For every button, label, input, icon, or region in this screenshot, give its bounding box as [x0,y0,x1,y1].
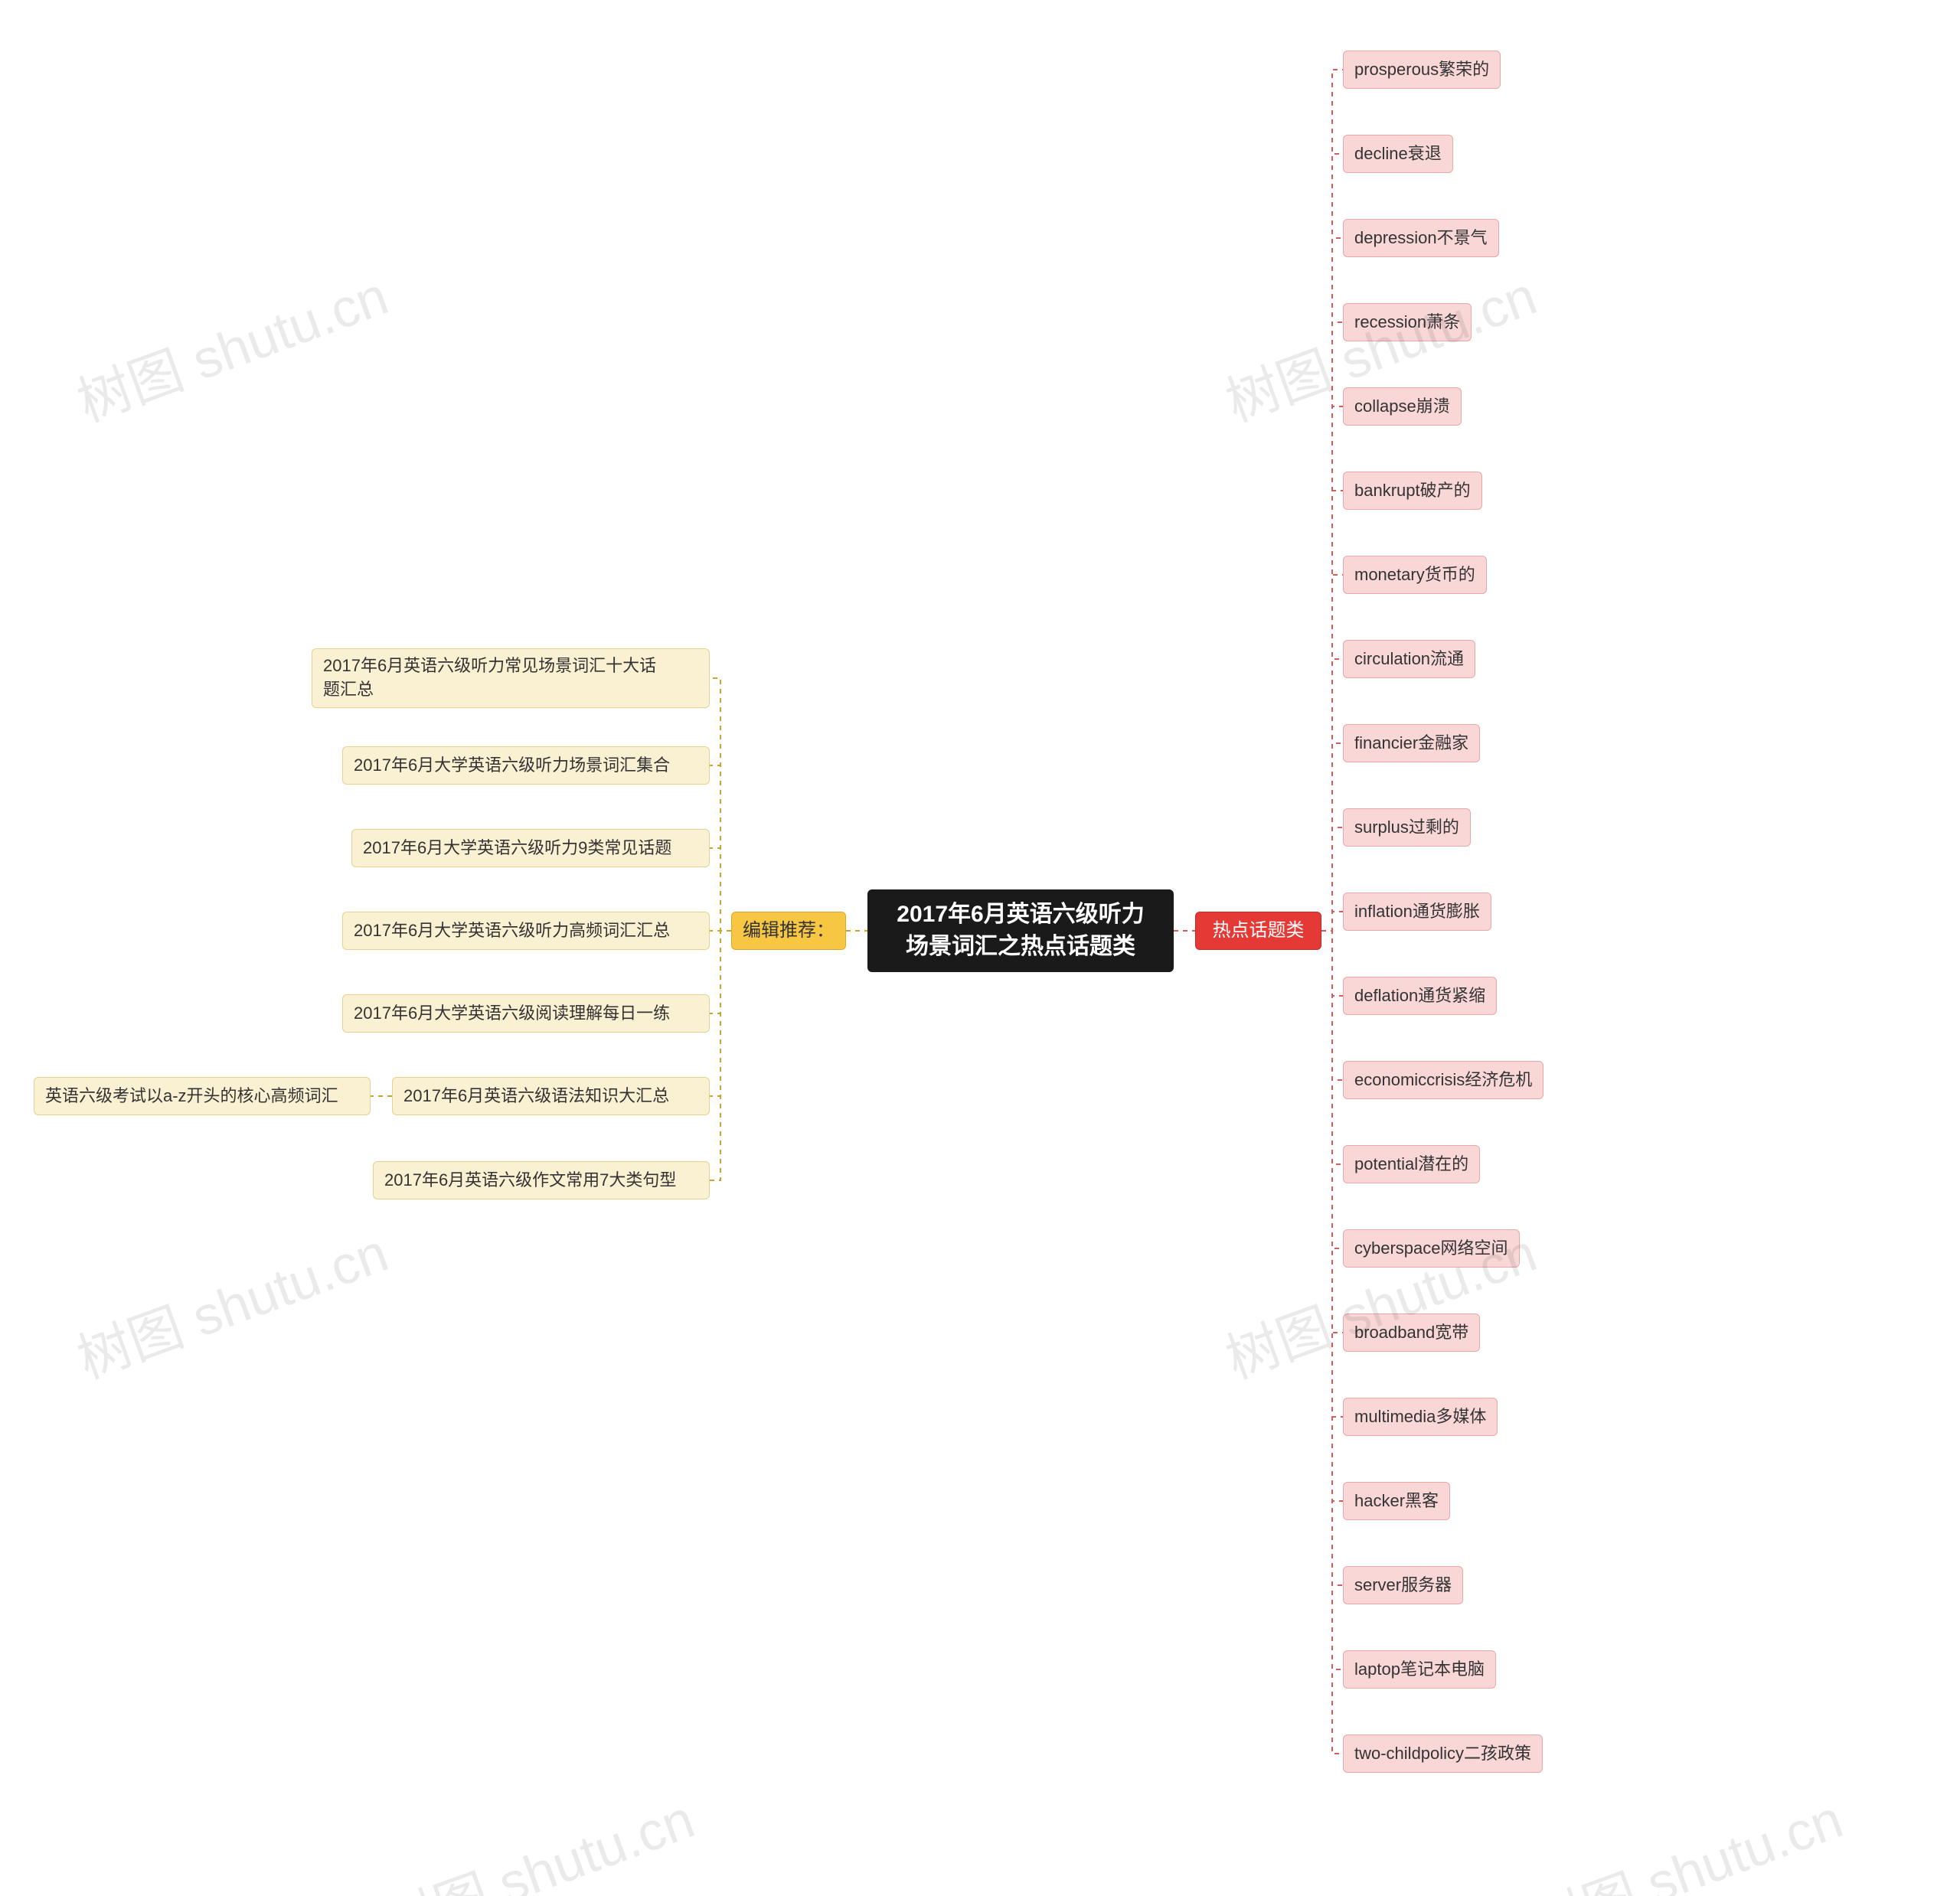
left-child-label: 2017年6月英语六级语法知识大汇总 [403,1085,669,1108]
watermark: 树图 shutu.cn [1520,1777,1851,1896]
left-parent-label: 编辑推荐： [743,918,835,944]
right-parent-node[interactable]: 热点话题类 [1195,912,1321,950]
right-child-node[interactable]: deflation通货紧缩 [1343,977,1497,1015]
left-parent-node[interactable]: 编辑推荐： [731,912,846,950]
right-child-node[interactable]: decline衰退 [1343,135,1453,173]
right-child-label: hacker黑客 [1354,1490,1439,1513]
right-child-node[interactable]: cyberspace网络空间 [1343,1229,1520,1268]
right-child-label: monetary货币的 [1354,563,1475,587]
right-child-label: recession萧条 [1354,311,1460,334]
right-child-label: surplus过剩的 [1354,816,1459,840]
right-child-node[interactable]: collapse崩溃 [1343,387,1462,426]
right-child-label: cyberspace网络空间 [1354,1237,1508,1261]
right-child-label: decline衰退 [1354,142,1442,166]
right-child-node[interactable]: two-childpolicy二孩政策 [1343,1734,1543,1773]
right-child-node[interactable]: inflation通货膨胀 [1343,893,1491,931]
right-child-node[interactable]: hacker黑客 [1343,1482,1450,1520]
right-child-node[interactable]: bankrupt破产的 [1343,472,1482,510]
right-child-node[interactable]: broadband宽带 [1343,1313,1480,1352]
right-child-node[interactable]: economiccrisis经济危机 [1343,1061,1544,1099]
right-child-label: collapse崩溃 [1354,395,1450,419]
right-child-label: prosperous繁荣的 [1354,58,1489,82]
right-child-label: deflation通货紧缩 [1354,984,1485,1008]
right-child-label: depression不景气 [1354,227,1488,250]
left-child-label: 2017年6月大学英语六级听力场景词汇集合 [354,754,670,778]
left-child-node[interactable]: 2017年6月大学英语六级听力9类常见话题 [351,829,710,867]
right-child-label: bankrupt破产的 [1354,479,1471,503]
root-label: 2017年6月英语六级听力场景词汇之热点话题类 [897,899,1144,963]
left-child-label: 2017年6月大学英语六级听力9类常见话题 [363,837,671,860]
right-child-node[interactable]: circulation流通 [1343,640,1475,678]
right-child-label: circulation流通 [1354,648,1464,671]
left-child-node[interactable]: 2017年6月大学英语六级阅读理解每日一练 [342,994,710,1033]
right-child-node[interactable]: laptop笔记本电脑 [1343,1650,1496,1689]
right-child-label: broadband宽带 [1354,1321,1468,1345]
left-child-label: 2017年6月大学英语六级听力高频词汇汇总 [354,919,670,943]
left-child-label: 2017年6月大学英语六级阅读理解每日一练 [354,1002,670,1026]
right-child-label: two-childpolicy二孩政策 [1354,1742,1531,1766]
watermark: 树图 shutu.cn [65,1210,397,1394]
right-child-node[interactable]: server服务器 [1343,1566,1463,1604]
right-child-node[interactable]: prosperous繁荣的 [1343,51,1501,89]
right-parent-label: 热点话题类 [1213,918,1305,944]
right-child-label: potential潜在的 [1354,1153,1468,1176]
left-child-node[interactable]: 2017年6月英语六级语法知识大汇总 [392,1077,710,1115]
watermark: 树图 shutu.cn [371,1777,703,1896]
right-child-label: server服务器 [1354,1574,1452,1597]
left-child-node[interactable]: 2017年6月英语六级听力常见场景词汇十大话题汇总 [312,648,710,708]
left-grandchild-node[interactable]: 英语六级考试以a-z开头的核心高频词汇 [34,1077,371,1115]
right-child-label: inflation通货膨胀 [1354,900,1480,924]
left-child-node[interactable]: 2017年6月大学英语六级听力场景词汇集合 [342,746,710,785]
watermark: 树图 shutu.cn [65,253,397,437]
right-child-node[interactable]: monetary货币的 [1343,556,1487,594]
right-child-node[interactable]: surplus过剩的 [1343,808,1471,847]
right-child-label: multimedia多媒体 [1354,1405,1486,1429]
root-node[interactable]: 2017年6月英语六级听力场景词汇之热点话题类 [867,889,1174,972]
left-child-node[interactable]: 2017年6月大学英语六级听力高频词汇汇总 [342,912,710,950]
right-child-label: financier金融家 [1354,732,1468,755]
right-child-node[interactable]: depression不景气 [1343,219,1499,257]
left-grandchild-label: 英语六级考试以a-z开头的核心高频词汇 [45,1085,338,1108]
right-child-label: economiccrisis经济危机 [1354,1069,1532,1092]
right-child-node[interactable]: recession萧条 [1343,303,1472,341]
right-child-node[interactable]: financier金融家 [1343,724,1480,762]
right-child-node[interactable]: multimedia多媒体 [1343,1398,1498,1436]
left-child-label: 2017年6月英语六级听力常见场景词汇十大话题汇总 [323,654,656,702]
left-child-label: 2017年6月英语六级作文常用7大类句型 [384,1169,676,1193]
left-child-node[interactable]: 2017年6月英语六级作文常用7大类句型 [373,1161,710,1199]
right-child-label: laptop笔记本电脑 [1354,1658,1485,1682]
right-child-node[interactable]: potential潜在的 [1343,1145,1480,1183]
